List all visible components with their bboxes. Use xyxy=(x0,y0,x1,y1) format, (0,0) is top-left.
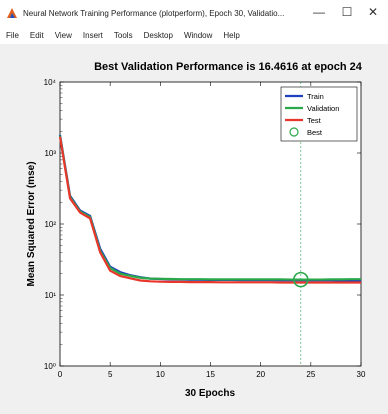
legend-label-best: Best xyxy=(307,128,323,137)
menu-file[interactable]: File xyxy=(6,30,19,40)
menu-tools[interactable]: Tools xyxy=(113,30,133,40)
x-tick-label: 30 xyxy=(357,370,366,379)
y-tick-label: 10³ xyxy=(44,149,56,158)
menu-bar: File Edit View Insert Tools Desktop Wind… xyxy=(0,26,388,44)
x-tick-label: 20 xyxy=(256,370,265,379)
series-line-validation xyxy=(58,135,361,281)
menu-edit[interactable]: Edit xyxy=(29,30,44,40)
menu-help[interactable]: Help xyxy=(223,30,240,40)
menu-window[interactable]: Window xyxy=(183,30,213,40)
close-button[interactable]: ✕ xyxy=(367,5,379,19)
series-lines xyxy=(58,82,361,366)
minimize-button[interactable]: — xyxy=(313,5,325,19)
menu-insert[interactable]: Insert xyxy=(82,30,103,40)
x-tick-label: 25 xyxy=(306,370,315,379)
maximize-button[interactable]: ☐ xyxy=(341,5,353,19)
legend-marker-best xyxy=(289,127,299,137)
x-tick-label: 15 xyxy=(206,370,215,379)
figure-area: Best Validation Performance is 16.4616 a… xyxy=(0,44,388,409)
legend-label-train: Train xyxy=(307,92,324,101)
matlab-figure-icon xyxy=(7,8,17,18)
best-validation-point xyxy=(292,271,309,288)
x-axis-label: 30 Epochs xyxy=(185,388,235,399)
y-tick-label: 10⁰ xyxy=(44,362,56,371)
y-axis-label: Mean Squared Error (mse) xyxy=(26,161,37,286)
window-titlebar: Neural Network Training Performance (plo… xyxy=(0,0,388,26)
x-tick-label: 5 xyxy=(108,370,113,379)
y-tick-label: 10¹ xyxy=(44,291,56,300)
y-tick-label: 10² xyxy=(44,220,56,229)
y-tick-label: 10⁴ xyxy=(44,78,57,87)
x-tick-label: 0 xyxy=(58,370,63,379)
menu-desktop[interactable]: Desktop xyxy=(143,30,173,40)
series-line-test xyxy=(58,136,361,284)
window-title: Neural Network Training Performance (plo… xyxy=(23,8,285,18)
axis-ticks: 0 5 10 15 20 25 30 10⁰ 10¹ 10² 10³ 10⁴ xyxy=(44,78,366,379)
legend-label-validation: Validation xyxy=(307,104,339,113)
performance-chart: Best Validation Performance is 16.4616 a… xyxy=(26,61,366,399)
x-tick-label: 10 xyxy=(156,370,165,379)
legend-label-test: Test xyxy=(307,116,322,125)
menu-view[interactable]: View xyxy=(54,30,72,40)
chart-title: Best Validation Performance is 16.4616 a… xyxy=(94,61,363,73)
legend: Train Validation Test Best xyxy=(280,86,358,142)
